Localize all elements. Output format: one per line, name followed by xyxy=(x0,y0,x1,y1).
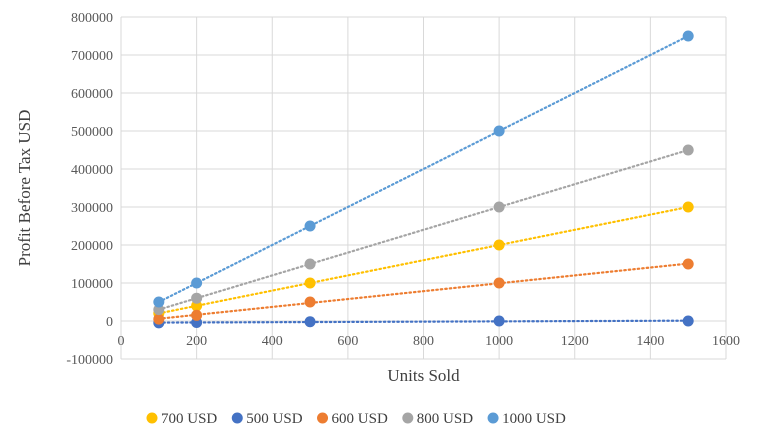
data-point xyxy=(153,304,165,316)
legend-item: 500 USD xyxy=(231,411,303,427)
data-point xyxy=(304,316,316,328)
y-tick-label: 500000 xyxy=(71,125,113,140)
data-point xyxy=(493,125,505,137)
y-tick-label: 300000 xyxy=(71,201,113,216)
legend-marker xyxy=(487,412,499,424)
trendline xyxy=(157,205,690,315)
y-axis-title: Profit Before Tax USD xyxy=(15,110,34,267)
data-point xyxy=(682,258,694,270)
x-tick-label: 1200 xyxy=(561,334,589,349)
data-point xyxy=(682,30,694,42)
y-tick-label: -100000 xyxy=(66,353,113,368)
trendline xyxy=(157,262,690,320)
x-tick-label: 600 xyxy=(337,334,358,349)
data-point xyxy=(682,144,694,156)
data-point xyxy=(153,296,165,308)
data-points xyxy=(153,30,694,329)
data-point xyxy=(191,292,203,304)
y-tick-label: 100000 xyxy=(71,277,113,292)
x-axis-title: Units Sold xyxy=(387,366,460,385)
legend-label: 700 USD xyxy=(161,411,217,427)
data-point xyxy=(493,201,505,213)
legend-item: 700 USD xyxy=(146,411,217,427)
trendline xyxy=(157,148,690,311)
data-point xyxy=(304,277,316,289)
y-tick-label: 400000 xyxy=(71,163,113,178)
data-point xyxy=(304,258,316,270)
legend-marker xyxy=(146,412,158,424)
trendline xyxy=(157,319,690,324)
y-tick-label: 600000 xyxy=(71,87,113,102)
x-tick-label: 0 xyxy=(118,334,125,349)
legend-label: 1000 USD xyxy=(502,411,566,427)
legend-label: 600 USD xyxy=(332,411,388,427)
x-tick-label: 1600 xyxy=(712,334,740,349)
data-point xyxy=(493,315,505,327)
x-tick-label: 800 xyxy=(413,334,434,349)
legend-marker xyxy=(317,412,329,424)
legend-label: 800 USD xyxy=(417,411,473,427)
legend-label: 500 USD xyxy=(246,411,302,427)
data-point xyxy=(682,201,694,213)
y-tick-label: 700000 xyxy=(71,49,113,64)
legend-item: 800 USD xyxy=(402,411,473,427)
trendlines xyxy=(157,34,690,324)
y-tick-label: 800000 xyxy=(71,11,113,26)
tick-labels: -100000 0 100000 200000 300000 400000 500000 60… xyxy=(66,11,740,368)
data-point xyxy=(153,313,165,325)
legend-item: 1000 USD xyxy=(487,411,566,427)
data-point xyxy=(493,239,505,251)
y-tick-label: 0 xyxy=(106,315,113,330)
trendline xyxy=(157,34,690,304)
data-point xyxy=(682,315,694,327)
y-tick-label: 200000 xyxy=(71,239,113,254)
x-tick-label: 1000 xyxy=(485,334,513,349)
data-point xyxy=(191,277,203,289)
legend-marker xyxy=(402,412,414,424)
x-tick-label: 1400 xyxy=(636,334,664,349)
x-tick-label: 400 xyxy=(262,334,283,349)
data-point xyxy=(191,300,203,312)
legend-item: 600 USD xyxy=(317,411,388,427)
gridlines xyxy=(120,16,727,360)
data-point xyxy=(304,220,316,232)
legend-marker xyxy=(231,412,243,424)
data-point xyxy=(493,277,505,289)
x-tick-label: 200 xyxy=(186,334,207,349)
data-point xyxy=(304,296,316,308)
data-point xyxy=(191,309,203,321)
legend: 700 USD 500 USD 600 USD 800 USD 1000 USD xyxy=(146,411,566,427)
